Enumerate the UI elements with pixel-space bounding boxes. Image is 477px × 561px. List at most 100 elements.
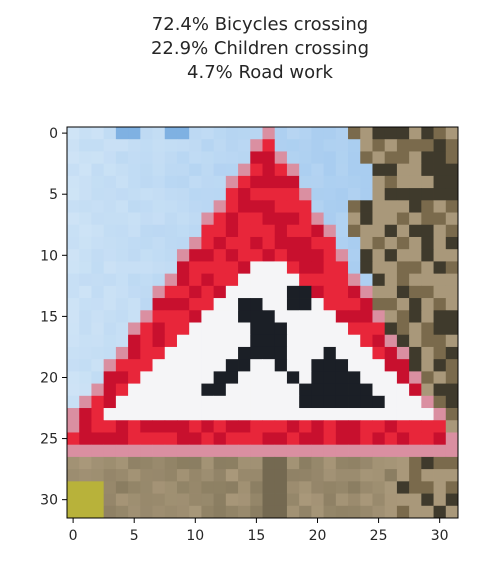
image-pixel (164, 346, 178, 360)
image-pixel (396, 432, 410, 446)
image-pixel (323, 456, 337, 470)
image-pixel (348, 408, 361, 421)
image-pixel (384, 200, 398, 213)
image-pixel (372, 359, 386, 372)
image-pixel (115, 139, 129, 152)
image-pixel (250, 395, 263, 409)
image-pixel (201, 322, 215, 336)
image-pixel (409, 334, 422, 348)
image-pixel (445, 127, 459, 140)
image-pixel (360, 175, 373, 189)
image-pixel (103, 212, 117, 226)
image-pixel (128, 334, 141, 348)
image-pixel (91, 334, 105, 348)
image-pixel (225, 383, 239, 397)
image-pixel (286, 285, 300, 299)
image-pixel (140, 224, 153, 238)
image-pixel (445, 139, 459, 152)
image-pixel (128, 408, 141, 421)
image-pixel (91, 151, 105, 165)
image-pixel (128, 224, 141, 238)
image-pixel (396, 163, 410, 177)
image-pixel (409, 200, 422, 213)
image-pixel (421, 395, 434, 409)
image-pixel (384, 175, 398, 189)
image-pixel (372, 346, 386, 360)
image-pixel (91, 236, 105, 250)
image-pixel (152, 249, 166, 262)
image-pixel (201, 139, 215, 152)
image-pixel (115, 298, 129, 311)
image-pixel (323, 359, 337, 372)
image-pixel (421, 273, 434, 287)
image-pixel (299, 481, 312, 494)
image-pixel (335, 334, 349, 348)
image-pixel (311, 151, 324, 165)
image-pixel (286, 127, 300, 140)
image-pixel (299, 456, 312, 470)
image-pixel (164, 481, 178, 494)
image-pixel (164, 456, 178, 470)
image-pixel (225, 224, 239, 238)
image-pixel (445, 408, 459, 421)
image-pixel (250, 456, 263, 470)
y-tick-label: 25 (40, 432, 58, 448)
image-pixel (348, 310, 361, 323)
image-pixel (250, 285, 263, 299)
image-pixel (164, 151, 178, 165)
image-pixel (103, 298, 117, 311)
image-pixel (103, 334, 117, 348)
image-pixel (164, 261, 178, 275)
image-pixel (433, 175, 447, 189)
image-pixel (433, 151, 447, 165)
image-pixel (115, 383, 129, 397)
image-pixel (152, 456, 166, 470)
image-pixel (384, 212, 398, 226)
image-pixel (225, 151, 239, 165)
image-pixel (189, 310, 202, 323)
title-line-2: 22.9% Children crossing (150, 38, 370, 59)
image-pixel (225, 188, 239, 201)
image-pixel (348, 383, 361, 397)
image-pixel (445, 444, 459, 458)
image-pixel (140, 444, 153, 458)
image-pixel (421, 408, 434, 421)
image-pixel (445, 395, 459, 409)
image-pixel (262, 359, 276, 372)
image-pixel (250, 322, 263, 336)
image-pixel (238, 322, 251, 336)
image-pixel (433, 346, 447, 360)
x-tick-label: 20 (309, 528, 327, 544)
image-pixel (213, 249, 227, 262)
image-pixel (103, 346, 117, 360)
image-pixel (225, 444, 239, 458)
image-pixel (323, 383, 337, 397)
image-pixel (250, 408, 263, 421)
image-pixel (433, 200, 447, 213)
image-pixel (140, 359, 153, 372)
image-pixel (262, 334, 276, 348)
image-pixel (103, 359, 117, 372)
image-pixel (360, 395, 373, 409)
image-pixel (409, 310, 422, 323)
x-tick-label: 0 (69, 528, 78, 544)
image-pixel (91, 346, 105, 360)
image-pixel (128, 212, 141, 226)
image-pixel (115, 224, 129, 238)
image-pixel (348, 200, 361, 213)
image-pixel (176, 505, 190, 519)
image-pixel (176, 188, 190, 201)
image-pixel (335, 127, 349, 140)
image-pixel (286, 505, 300, 519)
y-axis: 0 5 10 15 20 25 30 (40, 126, 67, 509)
image-pixel (201, 151, 215, 165)
image-pixel (238, 175, 251, 189)
image-pixel (176, 395, 190, 409)
image-pixel (91, 420, 105, 433)
image-pixel (323, 151, 337, 165)
image-pixel (311, 322, 324, 336)
image-pixel (176, 151, 190, 165)
image-pixel (286, 322, 300, 336)
image-pixel (140, 383, 153, 397)
